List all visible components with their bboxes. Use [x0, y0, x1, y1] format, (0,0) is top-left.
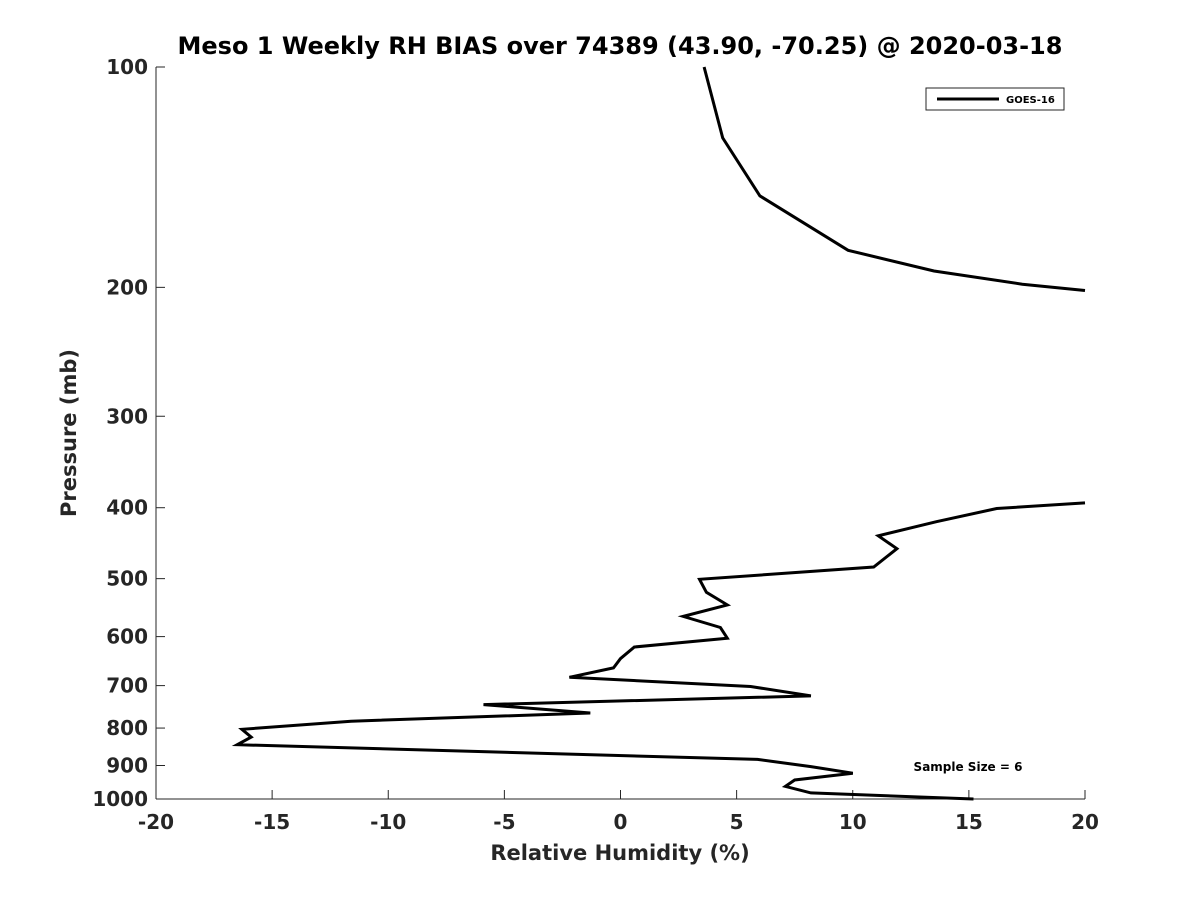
x-tick-label: 0 [614, 810, 628, 834]
legend-label: GOES-16 [1006, 95, 1055, 106]
y-tick-label: 1000 [92, 787, 148, 811]
x-axis: -20 -15 -10 -5 0 5 10 15 20 [138, 790, 1099, 834]
x-tick-label: -10 [370, 810, 406, 834]
x-tick-label: 15 [955, 810, 983, 834]
x-tick-label: -5 [493, 810, 515, 834]
x-tick-label: -15 [254, 810, 290, 834]
series-line-goes-16 [231, 501, 1086, 801]
x-tick-label: 5 [730, 810, 744, 834]
y-tick-label: 300 [106, 404, 148, 428]
y-tick-label: 700 [106, 674, 148, 698]
y-tick-label: 600 [106, 625, 148, 649]
y-axis-label: Pressure (mb) [57, 349, 81, 517]
y-tick-label: 500 [106, 567, 148, 591]
series-layer [231, 66, 1086, 801]
chart-title: Meso 1 Weekly RH BIAS over 74389 (43.90,… [178, 32, 1063, 60]
x-tick-label: -20 [138, 810, 174, 834]
y-tick-label: 900 [106, 754, 148, 778]
y-tick-label: 200 [106, 275, 148, 299]
x-tick-label: 10 [839, 810, 867, 834]
x-tick-label: 20 [1071, 810, 1099, 834]
x-axis-label: Relative Humidity (%) [490, 841, 749, 865]
series-line-goes-16 [702, 66, 1086, 292]
y-axis: 100 200 300 400 500 600 700 800 900 1000 [92, 55, 165, 811]
y-tick-label: 800 [106, 716, 148, 740]
sample-size-annotation: Sample Size = 6 [914, 760, 1023, 774]
legend: GOES-16 [925, 87, 1065, 111]
y-tick-label: 100 [106, 55, 148, 79]
y-tick-label: 400 [106, 496, 148, 520]
